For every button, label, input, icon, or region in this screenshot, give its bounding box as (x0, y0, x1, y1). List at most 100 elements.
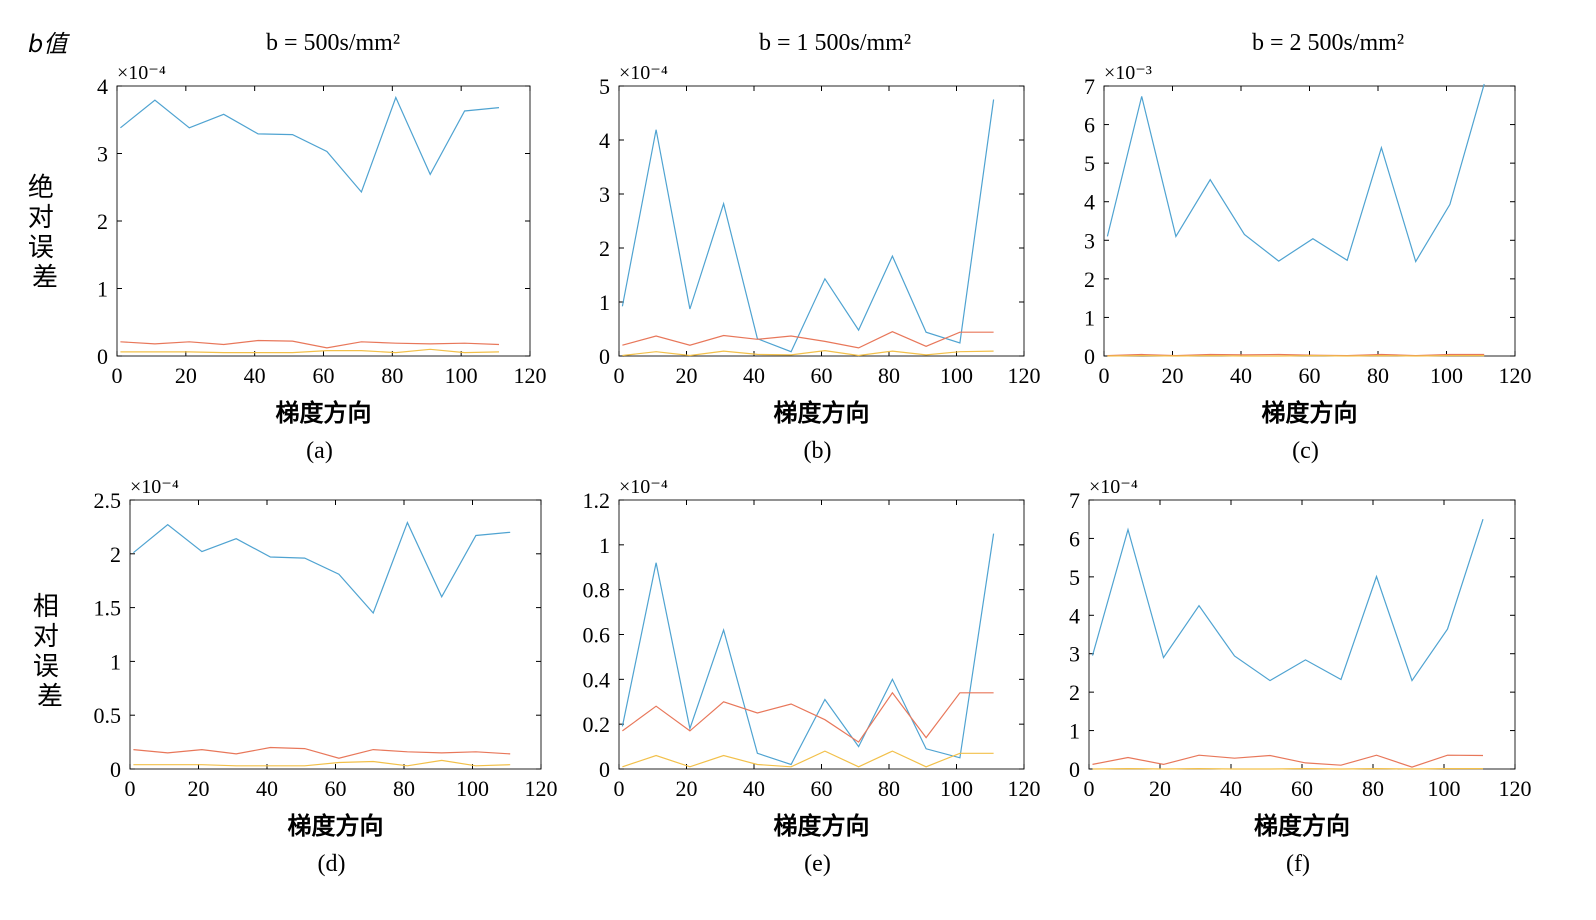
y-tick-label: 6 (1069, 526, 1080, 551)
series-line-blue (621, 533, 995, 766)
x-tick-label: 80 (1362, 776, 1384, 801)
y-tick-label: 5 (1069, 565, 1080, 590)
y-tick-label: 3 (1069, 642, 1080, 667)
series-line-blue (1106, 83, 1485, 263)
series-line-blue (1091, 519, 1484, 682)
y-tick-label: 2 (599, 236, 610, 261)
x-axis-label: 梯度方向 (774, 399, 870, 427)
plot-frame (1103, 85, 1516, 357)
x-tick-label: 0 (614, 363, 625, 388)
series-line-red (1092, 754, 1484, 768)
series-line-yellow (120, 348, 500, 354)
plot-frame (618, 499, 1025, 770)
y-tick-label: 7 (1084, 74, 1095, 99)
x-tick-label: 60 (1299, 363, 1321, 388)
y-tick-label: 0 (110, 757, 121, 782)
y-tick-label: 1 (1084, 305, 1095, 330)
y-tick-label: 3 (97, 142, 108, 167)
x-tick-label: 80 (1367, 363, 1389, 388)
y-tick-label: 1 (599, 290, 610, 315)
panel-caption: (f) (1286, 851, 1310, 877)
column-title-b2500: b = 2 500s/mm² (1252, 30, 1404, 56)
x-axis-label: 梯度方向 (276, 399, 372, 427)
x-tick-label: 20 (676, 776, 698, 801)
y-tick-label: 2 (110, 542, 121, 567)
row-label-absolute-error: 绝 对 误 差 (28, 173, 62, 293)
x-tick-label: 120 (525, 776, 558, 801)
y-tick-label: 4 (97, 74, 108, 99)
x-tick-label: 120 (1008, 363, 1041, 388)
y-tick-label: 2 (1084, 267, 1095, 292)
plot-frame (1088, 499, 1516, 770)
y-tick-label: 7 (1069, 488, 1080, 513)
x-axis-label: 梯度方向 (1262, 399, 1358, 427)
series-line-yellow (133, 759, 511, 767)
y-tick-label: 6 (1084, 113, 1095, 138)
x-tick-label: 40 (244, 363, 266, 388)
y-exponent-label: ×10⁻⁴ (1089, 476, 1138, 498)
x-tick-label: 100 (1430, 363, 1463, 388)
x-tick-label: 0 (614, 776, 625, 801)
column-title-b1500: b = 1 500s/mm² (759, 30, 911, 56)
x-tick-label: 100 (940, 776, 973, 801)
x-tick-label: 120 (1499, 363, 1532, 388)
y-tick-label: 0 (599, 757, 610, 782)
y-tick-label: 0.8 (583, 578, 611, 603)
y-exponent-label: ×10⁻⁴ (619, 476, 668, 498)
x-tick-label: 100 (1428, 776, 1461, 801)
y-tick-label: 1.2 (583, 488, 611, 513)
x-tick-label: 60 (811, 776, 833, 801)
y-tick-label: 5 (1084, 151, 1095, 176)
y-tick-label: 3 (1084, 228, 1095, 253)
x-tick-label: 60 (325, 776, 347, 801)
y-tick-label: 1.5 (94, 596, 122, 621)
x-tick-label: 40 (1220, 776, 1242, 801)
chart-f: 0 20 40 60 80 100 120 0 1 2 3 4 5 6 7 ×10⁻⁴ 梯度方向 (f) (1069, 476, 1532, 877)
y-tick-label: 4 (1069, 603, 1080, 628)
y-tick-label: 0 (1084, 344, 1095, 369)
row-label-relative-error: 相 对 误 差 (33, 592, 67, 712)
y-tick-label: 2 (1069, 680, 1080, 705)
series-line-blue (133, 521, 511, 615)
y-tick-label: 2 (97, 209, 108, 234)
x-tick-label: 100 (940, 363, 973, 388)
series-line-yellow (622, 750, 994, 768)
x-tick-label: 80 (393, 776, 415, 801)
plot-frame (116, 85, 531, 357)
panel-caption: (a) (306, 438, 333, 464)
y-tick-label: 0.4 (583, 667, 611, 692)
x-tick-label: 40 (256, 776, 278, 801)
x-tick-label: 80 (381, 363, 403, 388)
x-tick-label: 80 (878, 363, 900, 388)
x-tick-label: 20 (188, 776, 210, 801)
y-tick-label: 0.5 (94, 703, 122, 728)
y-tick-label: 0.2 (583, 712, 611, 737)
x-tick-label: 0 (112, 363, 123, 388)
series-line-blue (120, 95, 500, 194)
series-line-red (120, 339, 500, 349)
series-line-red (622, 331, 994, 349)
panel-caption: (d) (318, 851, 346, 877)
x-tick-label: 40 (743, 363, 765, 388)
x-tick-label: 20 (676, 363, 698, 388)
x-tick-label: 120 (1008, 776, 1041, 801)
y-exponent-label: ×10⁻⁴ (117, 62, 166, 84)
series-line-blue (621, 99, 995, 353)
x-axis-label: 梯度方向 (1254, 812, 1350, 840)
x-axis-label: 梯度方向 (774, 812, 870, 840)
y-tick-label: 4 (1084, 190, 1095, 215)
panel-caption: (e) (804, 851, 831, 877)
panel-caption: (b) (804, 438, 832, 464)
x-axis-label: 梯度方向 (288, 812, 384, 840)
series-line-yellow (622, 349, 994, 357)
x-tick-label: 80 (878, 776, 900, 801)
x-tick-label: 40 (743, 776, 765, 801)
y-exponent-label: ×10⁻³ (1104, 62, 1152, 84)
x-tick-label: 60 (313, 363, 335, 388)
chart-b: 0 20 40 60 80 100 120 0 1 2 3 4 5 ×10⁻⁴ 梯度方向 (b) (599, 62, 1041, 464)
x-tick-label: 40 (1230, 363, 1252, 388)
y-tick-label: 3 (599, 182, 610, 207)
y-tick-label: 0 (1069, 757, 1080, 782)
